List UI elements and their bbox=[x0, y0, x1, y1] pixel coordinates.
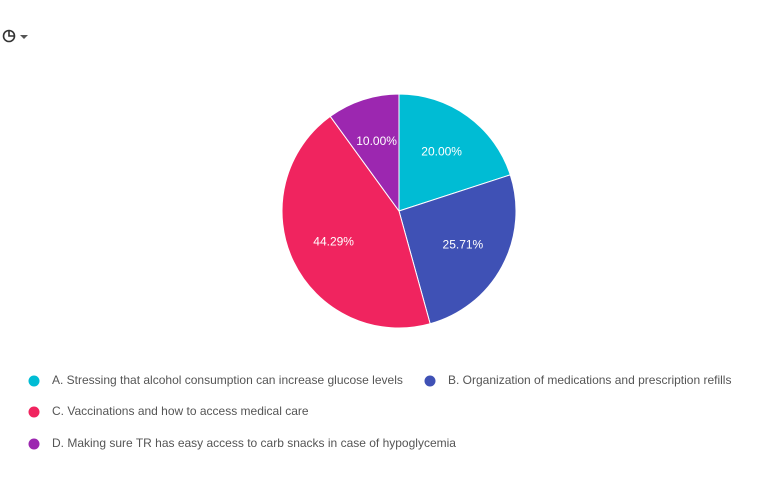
legend-label: B. Organization of medications and presc… bbox=[448, 373, 731, 387]
legend-swatch bbox=[28, 438, 40, 450]
pie-slice bbox=[329, 93, 400, 213]
legend-label: C. Vaccinations and how to access medica… bbox=[52, 404, 309, 418]
slice-label: 20.00% bbox=[421, 144, 462, 158]
legend-label: D. Making sure TR has easy access to car… bbox=[52, 436, 456, 450]
slice-label: 44.29% bbox=[313, 235, 354, 249]
slice-label: 25.71% bbox=[443, 238, 484, 252]
legend-swatch bbox=[28, 406, 40, 418]
legend-label: A. Stressing that alcohol consumption ca… bbox=[52, 373, 403, 387]
chart-type-menu[interactable] bbox=[2, 29, 29, 43]
pie-slice bbox=[398, 174, 517, 325]
pie-icon-wedge bbox=[8, 30, 15, 37]
pie-slice bbox=[398, 93, 511, 212]
legend-swatch bbox=[28, 375, 40, 387]
slice-label: 10.00% bbox=[356, 134, 397, 148]
pie-slice bbox=[281, 115, 431, 329]
legend-swatch bbox=[424, 375, 436, 387]
dropdown-arrow bbox=[20, 35, 28, 39]
